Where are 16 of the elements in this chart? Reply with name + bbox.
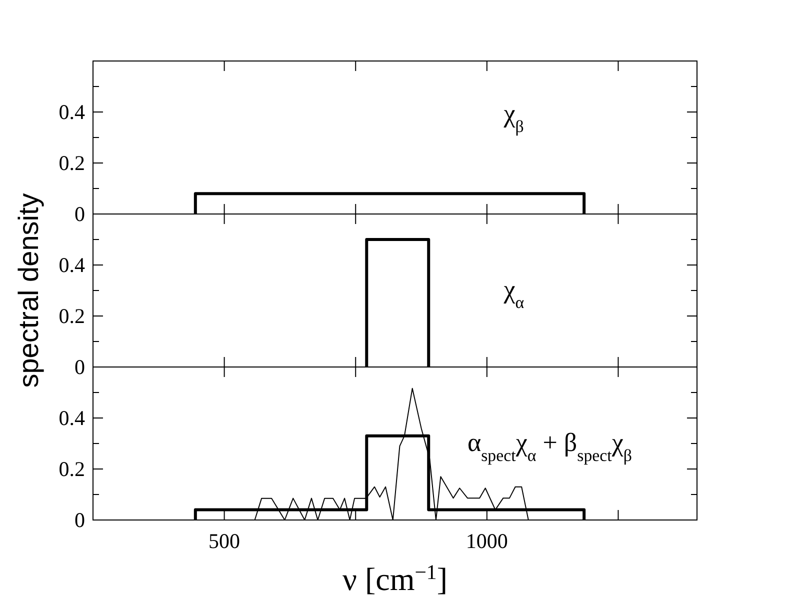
y-axis-title: spectral density [13, 193, 44, 388]
x-tick-label: 1000 [466, 529, 508, 553]
y-tick-label: 0.4 [58, 253, 86, 277]
y-tick-label: 0.2 [58, 304, 85, 328]
y-tick-label: 0 [74, 508, 85, 532]
y-tick-label: 0.4 [58, 100, 86, 124]
y-tick-label: 0.2 [58, 151, 85, 175]
legend-label: χ$_{β}$ [502, 99, 524, 136]
y-tick-label: 0.2 [58, 457, 85, 481]
y-tick-label: 0 [74, 355, 85, 379]
legend-label: α$_{spect}$χ$_{α}$ + β$_{spect}$χ$_{β}$ [467, 428, 632, 465]
x-axis-title: ν [cm$^{−1}$] [342, 560, 448, 597]
y-tick-label: 0.4 [58, 406, 86, 430]
y-tick-label: 0 [74, 202, 85, 226]
text: χ$_{α}$ [502, 275, 524, 312]
x-tick-label: 500 [208, 529, 240, 553]
